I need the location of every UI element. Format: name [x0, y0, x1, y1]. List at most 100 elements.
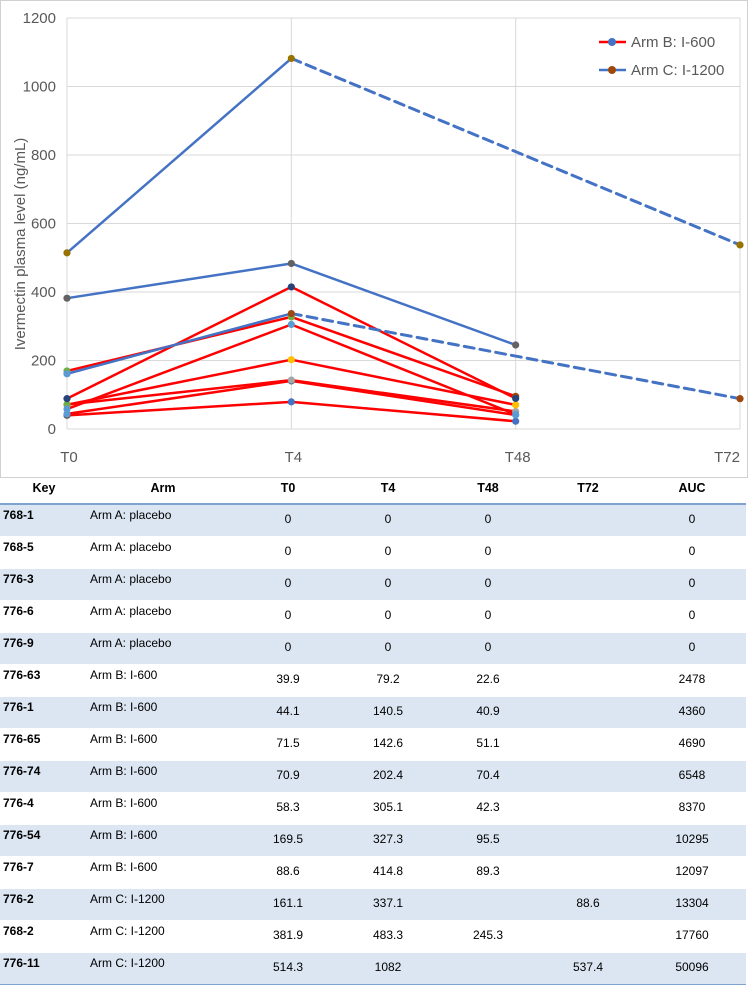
cell-t0: 0 — [238, 600, 338, 633]
cell-t48: 245.3 — [438, 920, 538, 953]
table-row: 776-2 Arm C: I-1200 161.1 337.1 88.6 13304 — [0, 888, 746, 921]
cell-auc: 4690 — [638, 728, 746, 761]
cell-t48: 0 — [438, 600, 538, 633]
cell-auc: 17760 — [638, 920, 746, 953]
cell-t48: 0 — [438, 503, 538, 537]
cell-t0: 88.6 — [238, 856, 338, 889]
series-line-776-11 — [289, 56, 742, 247]
series-line-776-63 — [65, 400, 293, 417]
cell-t4: 1082 — [338, 952, 438, 985]
cell-t4: 414.8 — [338, 856, 438, 889]
cell-t72 — [538, 920, 638, 953]
cell-t72 — [538, 728, 638, 761]
col-header-t48: T48 — [438, 481, 538, 505]
series-line-768-2 — [65, 262, 293, 300]
cell-arm: Arm A: placebo — [88, 536, 238, 569]
cell-arm: Arm C: I-1200 — [88, 920, 238, 953]
cell-auc: 0 — [638, 536, 746, 569]
series-line-776-4 — [290, 323, 517, 416]
cell-t4: 0 — [338, 600, 438, 633]
cell-arm: Arm C: I-1200 — [88, 952, 238, 985]
cell-arm: Arm B: I-600 — [88, 728, 238, 761]
data-point-776-11 — [287, 54, 295, 63]
table-row: 776-1 Arm B: I-600 44.1 140.5 40.9 4360 — [0, 696, 746, 729]
series-line-776-1 — [65, 379, 293, 416]
cell-key: 776-9 — [0, 632, 88, 665]
cell-t4: 0 — [338, 503, 438, 537]
cell-t0: 0 — [238, 568, 338, 601]
series-line-776-7 — [290, 285, 517, 400]
col-header-t72: T72 — [538, 481, 638, 505]
data-point-776-4 — [63, 405, 71, 413]
cell-auc: 50096 — [638, 952, 746, 985]
cell-t4: 79.2 — [338, 664, 438, 697]
legend-marker-arm-c — [608, 66, 616, 74]
cell-arm: Arm B: I-600 — [88, 792, 238, 825]
table-row: 776-6 Arm A: placebo 0 0 0 0 — [0, 600, 746, 633]
series-line-776-2 — [65, 312, 293, 376]
cell-t48: 0 — [438, 568, 538, 601]
table-row: 776-63 Arm B: I-600 39.9 79.2 22.6 2478 — [0, 664, 746, 697]
cell-key: 776-4 — [0, 792, 88, 825]
data-point-776-2 — [736, 395, 744, 403]
cell-t4: 202.4 — [338, 760, 438, 793]
cell-key: 776-3 — [0, 568, 88, 601]
data-table: Key Arm T0 T4 T48 T72 AUC 768-1 Arm A: pl… — [0, 481, 746, 985]
data-point-776-4 — [512, 410, 520, 419]
cell-t72 — [538, 632, 638, 665]
cell-t72 — [538, 760, 638, 793]
data-point-776-7 — [63, 395, 71, 403]
x-tick-label: T0 — [60, 449, 78, 466]
cell-arm: Arm B: I-600 — [88, 760, 238, 793]
legend-label-arm-b: Arm B: I-600 — [631, 34, 715, 51]
cell-auc: 2478 — [638, 664, 746, 697]
chart-panel: 0 200 400 600 800 1000 1200 T0 T4 T48 T72 Ivermect… — [0, 0, 748, 478]
data-point-776-7 — [287, 283, 295, 291]
cell-t4: 483.3 — [338, 920, 438, 953]
col-header-arm: Arm — [88, 481, 238, 505]
cell-arm: Arm B: I-600 — [88, 856, 238, 889]
cell-t72: 88.6 — [538, 888, 638, 921]
cell-auc: 8370 — [638, 792, 746, 825]
cell-t72 — [538, 856, 638, 889]
cell-t0: 161.1 — [238, 888, 338, 921]
cell-auc: 6548 — [638, 760, 746, 793]
table-row: 776-9 Arm A: placebo 0 0 0 0 — [0, 632, 746, 665]
cell-t0: 70.9 — [238, 760, 338, 793]
cell-t72 — [538, 600, 638, 633]
col-header-t0: T0 — [238, 481, 338, 505]
cell-t72 — [538, 792, 638, 825]
cell-t4: 305.1 — [338, 792, 438, 825]
cell-auc: 10295 — [638, 824, 746, 857]
cell-key: 776-1 — [0, 696, 88, 729]
y-tick-label: 200 — [31, 353, 56, 370]
table-row: 768-1 Arm A: placebo 0 0 0 0 — [0, 503, 746, 537]
cell-t48: 22.6 — [438, 664, 538, 697]
cell-key: 768-2 — [0, 920, 88, 953]
legend-label-arm-c: Arm C: I-1200 — [631, 62, 724, 79]
cell-t0: 381.9 — [238, 920, 338, 953]
cell-arm: Arm C: I-1200 — [88, 888, 238, 921]
cell-key: 776-2 — [0, 888, 88, 921]
series-line-768-2 — [290, 262, 517, 347]
y-tick-label: 800 — [31, 147, 56, 164]
table-row: 776-3 Arm A: placebo 0 0 0 0 — [0, 568, 746, 601]
cell-t48: 42.3 — [438, 792, 538, 825]
cell-t4: 0 — [338, 632, 438, 665]
cell-t48: 0 — [438, 632, 538, 665]
data-point-776-63 — [512, 417, 520, 425]
data-point-776-4 — [287, 320, 295, 329]
cell-t72 — [538, 568, 638, 601]
table-row: 768-5 Arm A: placebo 0 0 0 0 — [0, 536, 746, 569]
table-row: 776-74 Arm B: I-600 70.9 202.4 70.4 6548 — [0, 760, 746, 793]
cell-key: 776-7 — [0, 856, 88, 889]
cell-t4: 337.1 — [338, 888, 438, 921]
data-point-776-74 — [512, 401, 520, 409]
cell-t48: 0 — [438, 536, 538, 569]
cell-t0: 169.5 — [238, 824, 338, 857]
series-line-776-74 — [65, 358, 293, 406]
cell-t72: 537.4 — [538, 952, 638, 985]
cell-arm: Arm B: I-600 — [88, 664, 238, 697]
cell-t72 — [538, 536, 638, 569]
cell-arm: Arm B: I-600 — [88, 696, 238, 729]
